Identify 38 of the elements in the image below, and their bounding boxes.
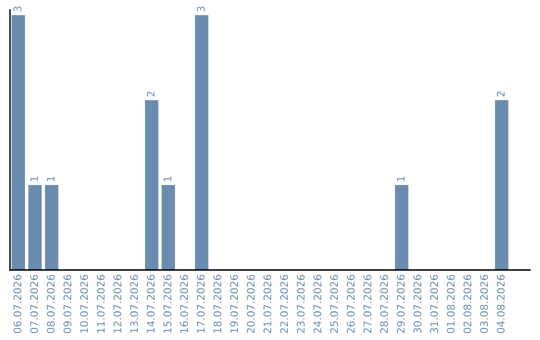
x-tick-label: 31.07.2026 <box>430 274 438 334</box>
x-tick-label: 07.07.2026 <box>30 274 38 334</box>
x-tick-label: 12.07.2026 <box>113 274 122 333</box>
x-tick-label: 22.07.2026 <box>280 274 288 334</box>
data-label: 1 <box>30 176 38 182</box>
x-tick-label: 03.08.2026 <box>480 274 488 334</box>
x-tick-label: 06.07.2026 <box>13 274 22 334</box>
x-tick-label: 01.08.2026 <box>446 274 455 334</box>
data-label: 2 <box>496 92 505 97</box>
data-label: 1 <box>46 176 55 182</box>
data-label: 1 <box>396 176 405 182</box>
x-tick-label: 26.07.2026 <box>346 274 355 334</box>
x-tick-label: 04.08.2026 <box>496 274 505 334</box>
data-label: 2 <box>146 92 155 97</box>
x-tick-label: 29.07.2026 <box>396 274 405 334</box>
data-label: 3 <box>196 6 205 12</box>
x-tick-label: 27.07.2026 <box>363 274 372 334</box>
x-tick-label: 14.07.2026 <box>146 274 155 333</box>
x-tick-label: 10.07.2026 <box>80 274 88 333</box>
x-tick-label: 15.07.2026 <box>163 274 172 333</box>
x-tick-label: 17.07.2026 <box>196 274 205 333</box>
x-tick-label: 24.07.2026 <box>313 274 322 334</box>
x-tick-label: 21.07.2026 <box>263 274 272 334</box>
x-tick-label: 08.07.2026 <box>46 274 55 334</box>
x-tick-label: 18.07.2026 <box>213 274 222 333</box>
x-tick-label: 09.07.2026 <box>63 274 72 334</box>
x-tick-label: 02.08.2026 <box>463 274 472 334</box>
x-tick-label: 19.07.2026 <box>230 274 238 333</box>
x-tick-label: 11.07.2026 <box>96 274 105 333</box>
data-label: 3 <box>13 6 22 12</box>
x-tick-label: 16.07.2026 <box>180 274 188 333</box>
data-label: 1 <box>164 176 172 182</box>
x-tick-label: 30.07.2026 <box>413 274 422 334</box>
x-tick-label: 20.07.2026 <box>246 274 255 334</box>
x-tick-label: 13.07.2026 <box>130 274 138 333</box>
x-tick-label: 23.07.2026 <box>296 274 305 334</box>
x-tick-label: 25.07.2026 <box>330 274 338 334</box>
x-tick-label: 28.07.2026 <box>380 274 388 334</box>
